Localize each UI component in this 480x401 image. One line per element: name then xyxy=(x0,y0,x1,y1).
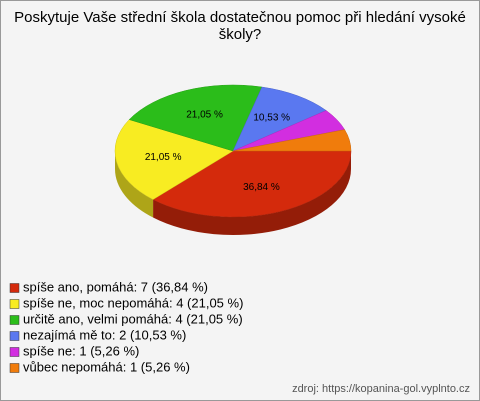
slice-label: 21,05 % xyxy=(186,109,223,120)
legend-swatch xyxy=(9,363,20,373)
legend-label: spíše ne, moc nepomáhá: 4 (21,05 %) xyxy=(23,295,243,310)
source-note: zdroj: https://kopanina-gol.vyplnto.cz xyxy=(292,383,470,395)
pie-slice-side xyxy=(115,151,154,218)
slice-label: 10,53 % xyxy=(253,112,290,123)
pie-slice xyxy=(114,119,234,200)
legend-swatch xyxy=(9,347,20,357)
legend-label: vůbec nepomáhá: 1 (5,26 %) xyxy=(23,359,190,374)
pie-slice xyxy=(128,84,263,152)
legend-label: určitě ano, velmi pomáhá: 4 (21,05 %) xyxy=(23,311,243,326)
legend-label: spíše ano, pomáhá: 7 (36,84 %) xyxy=(23,279,208,294)
chart-title: Poskytuje Vaše střední škola dostatečnou… xyxy=(14,9,466,43)
legend-label: nezajímá mě to: 2 (10,53 %) xyxy=(23,327,186,342)
slice-label: 21,05 % xyxy=(145,152,182,163)
pie-slice xyxy=(152,150,352,218)
pie-slice-side xyxy=(153,151,351,236)
legend-swatch xyxy=(9,315,20,325)
legend-swatch xyxy=(9,299,20,309)
legend-label: spíše ne: 1 (5,26 %) xyxy=(23,343,139,358)
pie-slice xyxy=(232,86,327,152)
legend-swatch xyxy=(9,283,20,293)
slice-label: 36,84 % xyxy=(243,182,280,193)
pie-slice xyxy=(232,129,352,152)
legend-swatch xyxy=(9,331,20,341)
